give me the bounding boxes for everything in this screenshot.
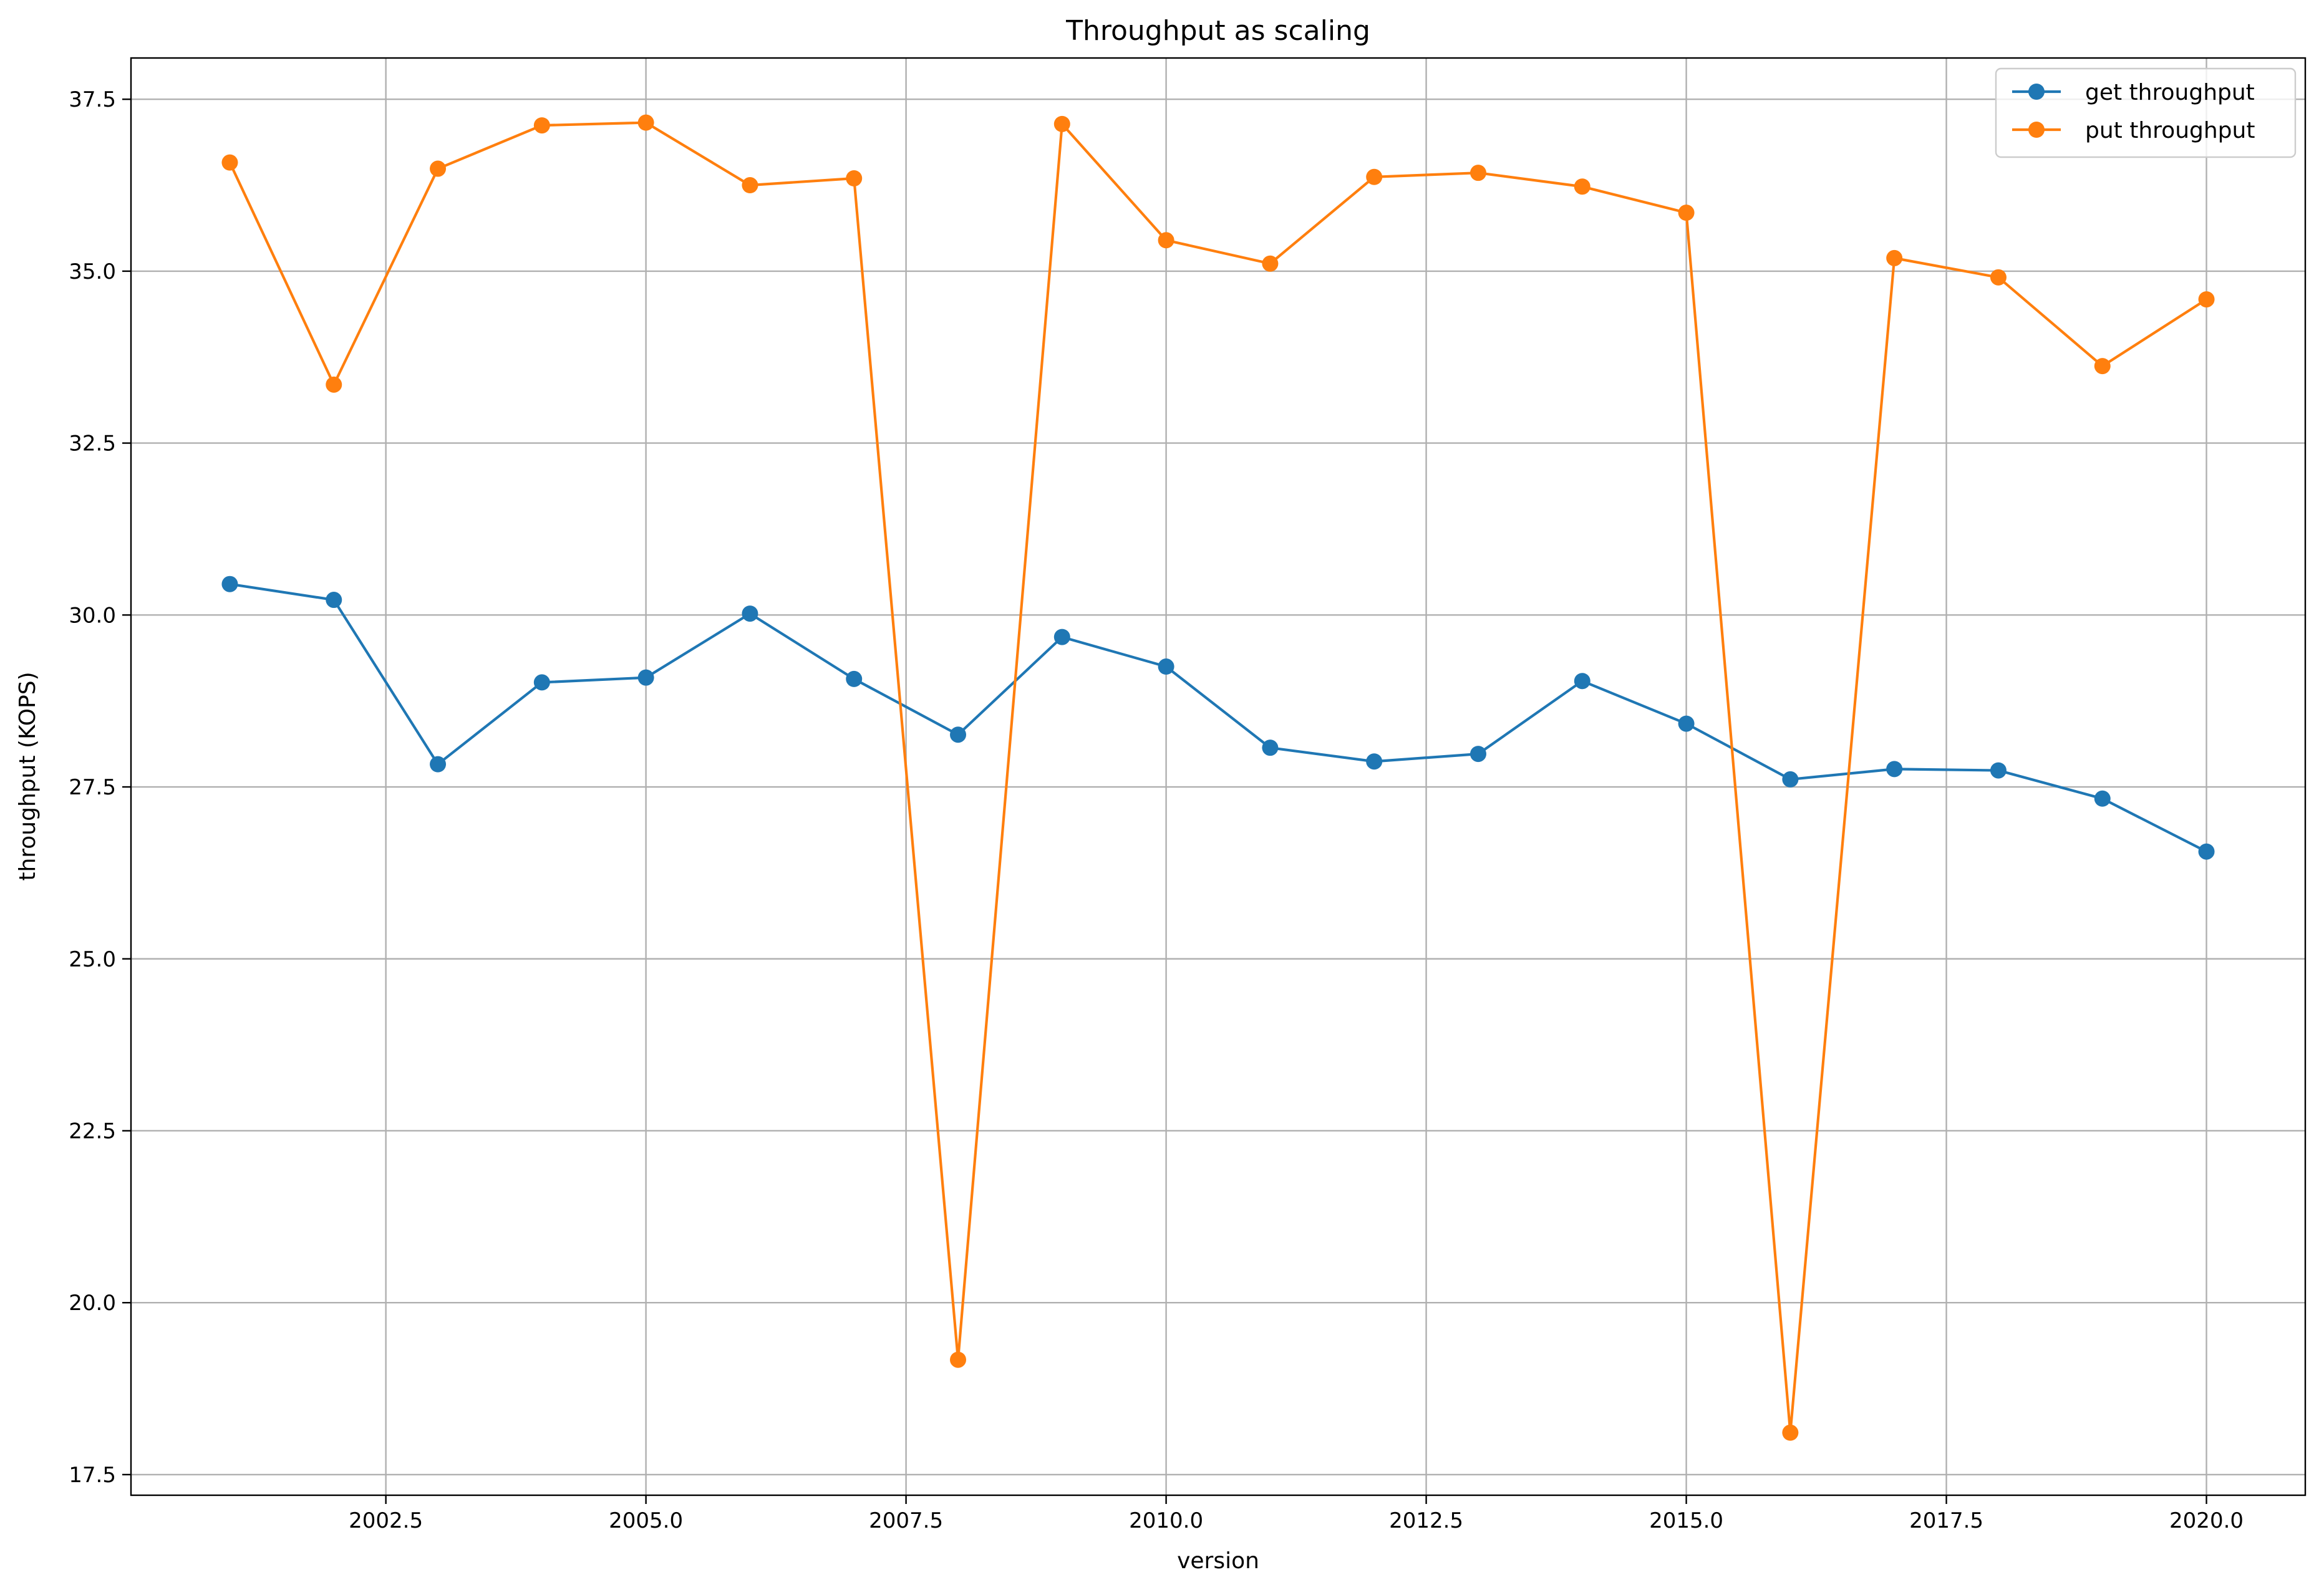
series-get-point: [326, 592, 342, 609]
x-tick-label: 2020.0: [2169, 1508, 2244, 1533]
series-get-point: [533, 674, 550, 691]
series-put-point: [430, 160, 447, 177]
legend-put-label: put throughput: [2085, 118, 2255, 143]
series-put-line: [228, 121, 2207, 1434]
series-get-point: [1053, 629, 1070, 645]
legend-frame: [1995, 67, 2297, 158]
series-get-point: [1158, 658, 1174, 675]
x-tick-label: 2005.0: [609, 1508, 683, 1533]
y-tick-label: 22.5: [69, 1119, 116, 1144]
series-put-point: [1574, 178, 1590, 195]
x-tick-label: 2017.5: [1909, 1508, 1983, 1533]
series-get-point: [1990, 762, 2007, 779]
series-put-point: [950, 1351, 967, 1368]
series-get-point: [846, 670, 863, 687]
y-tick-label: 37.5: [69, 87, 116, 112]
series-get-line: [230, 582, 2207, 853]
y-axis-label: throughput (KOPS): [15, 672, 41, 880]
series-put-point: [1886, 249, 1903, 266]
plot-frame: [130, 57, 2307, 1496]
series-get-throughput: [221, 576, 2215, 860]
series-put-point: [2094, 358, 2111, 375]
axis-ticks: 2002.5 2005.0 2007.5 2010.0 2012.5 2015.0 2017…: [69, 87, 2244, 1533]
series-get-point: [1366, 753, 1383, 770]
series-put-point: [326, 376, 342, 393]
series-get-point: [2094, 790, 2111, 807]
y-tick-label: 35.0: [69, 259, 116, 284]
series-put-point: [533, 117, 550, 134]
x-tick-label: 2010.0: [1129, 1508, 1203, 1533]
series-put-point: [1782, 1424, 1799, 1441]
legend-put-marker: [2028, 122, 2045, 138]
x-tick-label: 2002.5: [349, 1508, 423, 1533]
series-get-point: [1262, 740, 1279, 756]
chart-title: Throughput as scaling: [1065, 15, 1370, 47]
legend-get-label: get throughput: [2085, 80, 2255, 105]
series-layer: [221, 114, 2215, 1441]
series-get-point: [1469, 746, 1486, 763]
series-get-point: [950, 726, 967, 743]
series-put-point: [742, 177, 758, 194]
y-tick-label: 27.5: [69, 775, 116, 800]
series-get-point: [2198, 843, 2215, 860]
series-put-point: [637, 114, 654, 131]
series-put-point: [1990, 269, 2007, 286]
series-get-point: [742, 605, 758, 622]
series-get-point: [430, 756, 447, 773]
series-get-point: [1574, 673, 1590, 690]
series-put-point: [2198, 291, 2215, 308]
x-axis-label: version: [1177, 1548, 1259, 1574]
series-get-point: [637, 669, 654, 686]
legend: get throughput put throughput: [1995, 67, 2297, 158]
legend-get-marker: [2028, 84, 2045, 100]
series-put-point: [1053, 115, 1070, 132]
series-put-point: [1262, 255, 1279, 272]
series-get-point: [1782, 771, 1799, 788]
x-tick-label: 2015.0: [1649, 1508, 1723, 1533]
series-put-point: [1469, 165, 1486, 181]
series-put-point: [221, 154, 238, 171]
series-get-point: [221, 576, 238, 592]
series-put-point: [1366, 168, 1383, 185]
series-put-throughput: [221, 114, 2215, 1441]
y-tick-label: 30.0: [69, 603, 116, 628]
y-tick-label: 32.5: [69, 431, 116, 456]
series-put-point: [846, 170, 863, 187]
x-tick-label: 2012.5: [1389, 1508, 1463, 1533]
series-put-point: [1158, 232, 1174, 249]
y-tick-label: 25.0: [69, 947, 116, 972]
series-put-point: [1678, 205, 1695, 221]
y-tick-label: 17.5: [69, 1463, 116, 1488]
series-get-point: [1678, 715, 1695, 732]
x-tick-label: 2007.5: [869, 1508, 943, 1533]
series-get-point: [1886, 761, 1903, 778]
y-tick-label: 20.0: [69, 1291, 116, 1316]
